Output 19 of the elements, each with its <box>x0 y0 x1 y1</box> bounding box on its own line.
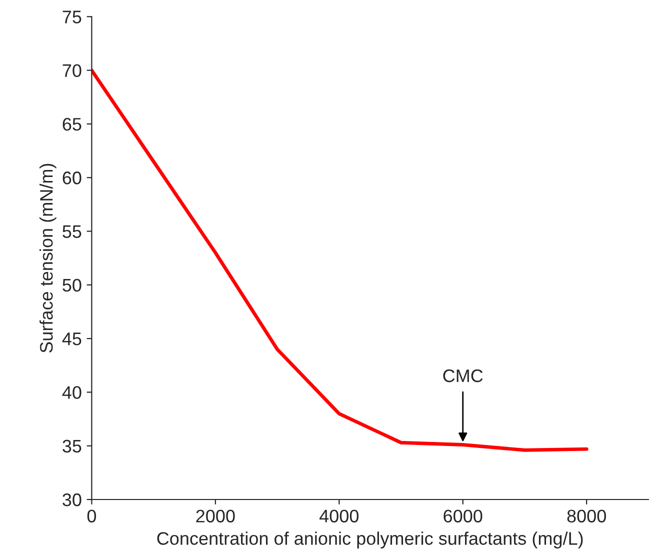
y-tick-label: 40 <box>62 386 82 399</box>
line-series <box>92 68 588 452</box>
x-tick-label: 6000 <box>444 510 482 522</box>
y-tick-label: 65 <box>62 118 82 131</box>
y-tick-label: 50 <box>62 278 82 292</box>
x-tick-label: 0 <box>87 510 96 522</box>
y-tick-label: 55 <box>62 225 82 238</box>
y-tick-label: 70 <box>62 64 82 78</box>
x-axis-title: Concentration of anionic polymeric surfactants (mg/L) <box>157 532 583 548</box>
x-tick-label: 2000 <box>196 510 235 522</box>
x-tick-label: 8000 <box>567 510 606 522</box>
y-tick-label: 35 <box>62 440 82 453</box>
x-tick-label: 4000 <box>319 510 359 522</box>
y-tick-label: 60 <box>62 172 82 184</box>
y-tick-label: 30 <box>62 493 82 506</box>
annotation: CMC <box>443 369 483 382</box>
y-tick-label: 45 <box>62 332 82 346</box>
y-tick-label: 75 <box>62 10 82 24</box>
y-axis-title: Surface tension (mN/m) <box>40 164 56 353</box>
